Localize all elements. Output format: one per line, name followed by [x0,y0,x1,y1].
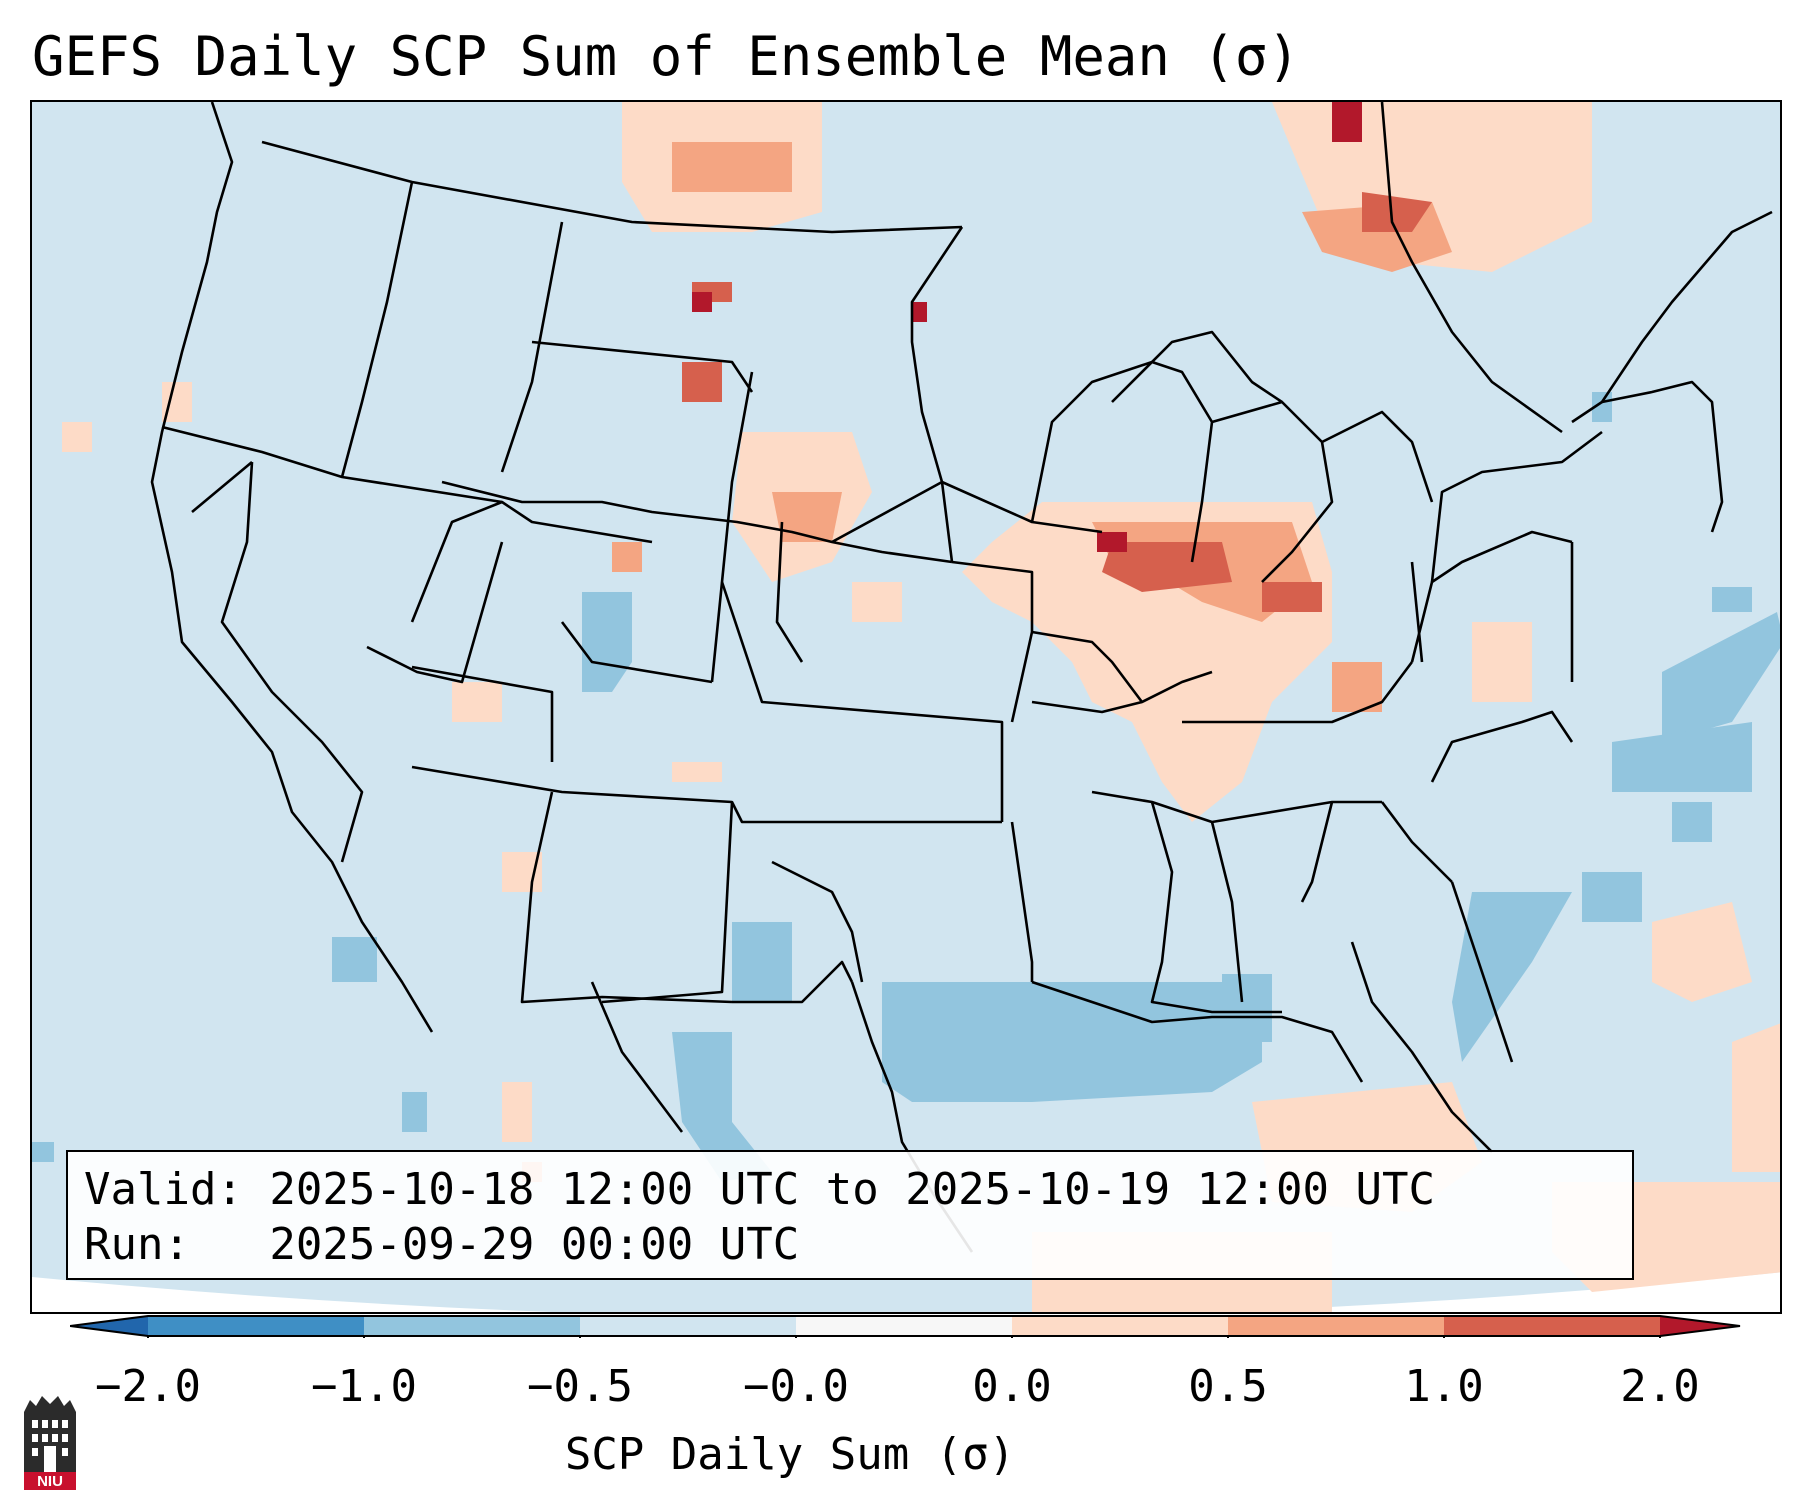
valid-time-text: Valid: 2025-10-18 12:00 UTC to 2025-10-1… [84,1164,1436,1215]
colorbar-tick-label: −0.0 [743,1361,849,1412]
map-domain-background [32,102,1780,1312]
colorbar-segment-2 [580,1316,796,1336]
colorbar-segment-3 [796,1316,1012,1336]
colorbar-tick-label: −1.0 [311,1361,417,1412]
run-time-text: Run: 2025-09-29 00:00 UTC [84,1219,800,1270]
colorbar-extend-high [1660,1316,1740,1336]
colorbar-segment-0 [148,1316,364,1336]
negative-anomaly-areas [32,392,1780,1182]
colorbar-tick-label: 1.0 [1404,1361,1484,1412]
colorbar-tick-label: −0.5 [527,1361,633,1412]
colorbar-segment-4 [1012,1316,1228,1336]
colorbar-tick-label: −2.0 [95,1361,201,1412]
map-canvas [32,102,1780,1312]
validity-info-box: Valid: 2025-10-18 12:00 UTC to 2025-10-1… [66,1150,1634,1280]
extreme-positive-anomaly-areas [692,102,1362,552]
colorbar-segment-6 [1444,1316,1660,1336]
logo-text: NIU [37,1473,63,1490]
colorbar [70,1315,1741,1338]
colorbar-tick-marks [147,1336,1661,1338]
colorbar-label: SCP Daily Sum (σ) [564,1429,1016,1480]
map-title: GEFS Daily SCP Sum of Ensemble Mean (σ) [32,25,1300,88]
colorbar-tick-label: 2.0 [1620,1361,1700,1412]
state-borders [150,102,1773,1253]
colorbar-tick-label: 0.5 [1188,1361,1268,1412]
university-building-icon: NIU [24,1396,76,1490]
colorbar-extend-low [70,1316,148,1336]
strong-positive-anomaly-areas [682,192,1432,612]
colorbar-segment-5 [1228,1316,1444,1336]
map-panel [30,100,1782,1314]
colorbar-segment-1 [364,1316,580,1336]
colorbar-tick-label: 0.0 [972,1361,1052,1412]
